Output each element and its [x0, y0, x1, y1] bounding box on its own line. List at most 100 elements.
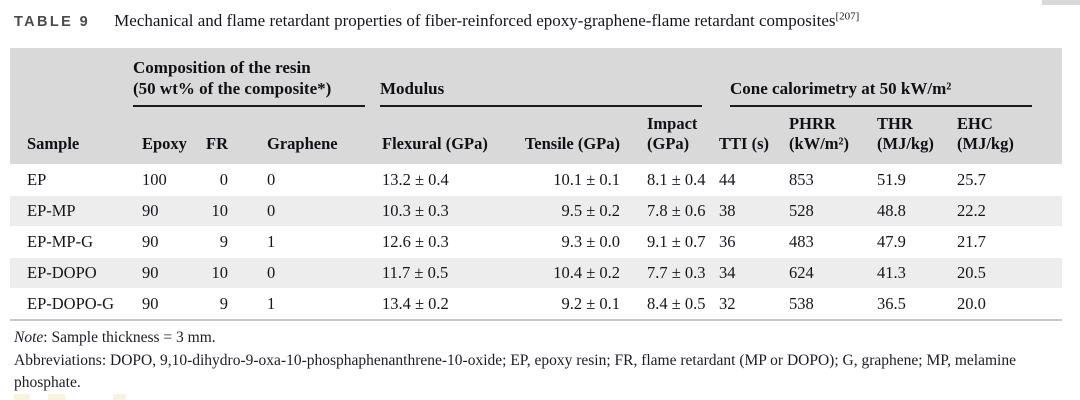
column-header-line1: THR	[877, 114, 913, 133]
note-line: Note: Sample thickness = 3 mm.	[14, 327, 1019, 349]
value-cell: 11.7 ± 0.5	[365, 257, 507, 289]
column-header-line2: TTI (s)	[719, 134, 769, 153]
value-cell: 51.9	[860, 164, 941, 196]
cropped-element-bottom-2	[48, 394, 65, 400]
table-row: EP-MP 90 10 0 10.3 ± 0.3 9.5 ± 0.2 7.8 ± 0.6 38…	[10, 195, 1063, 227]
value-cell: 25.7	[940, 164, 1063, 196]
value-cell: 13.2 ± 0.4	[365, 164, 507, 196]
value-cell: 12.6 ± 0.3	[365, 226, 507, 258]
column-header: Graphene	[250, 107, 365, 165]
table-row: EP 100 0 0 13.2 ± 0.4 10.1 ± 0.1 8.1 ± 0.4 44 85…	[10, 164, 1063, 196]
table-body: EP 100 0 0 13.2 ± 0.4 10.1 ± 0.1 8.1 ± 0.4 44 85…	[10, 164, 1063, 321]
value-cell: 1	[250, 226, 365, 258]
sample-name-cell: EP-DOPO	[10, 257, 125, 289]
column-header-line1: EHC	[957, 114, 993, 133]
value-cell: 100	[125, 164, 195, 196]
value-cell: 44	[702, 164, 773, 196]
value-cell: 36	[702, 226, 773, 258]
column-header: FR	[195, 107, 250, 165]
group-header-modulus: Modulus	[365, 48, 703, 107]
column-header: EHC (MJ/kg)	[940, 107, 1063, 165]
group-modulus-label: Modulus	[380, 79, 445, 98]
column-header-line2: (MJ/kg)	[877, 134, 934, 153]
caption-text: Mechanical and flame retardant propertie…	[114, 11, 859, 31]
value-cell: 22.2	[940, 195, 1063, 227]
column-header-line1: Impact	[647, 114, 698, 133]
sample-name-cell: EP-DOPO-G	[10, 288, 125, 321]
value-cell: 21.7	[940, 226, 1063, 258]
value-cell: 0	[250, 257, 365, 289]
cropped-element-bottom-3	[113, 394, 126, 400]
value-cell: 13.4 ± 0.2	[365, 288, 507, 321]
column-header: PHRR (kW/m²)	[772, 107, 861, 165]
column-header: THR (MJ/kg)	[860, 107, 941, 165]
cropped-element-bottom-1	[14, 394, 30, 400]
column-header-line2: Sample	[27, 134, 80, 153]
column-header: Tensile (GPa)	[507, 107, 630, 165]
value-cell: 38	[702, 195, 773, 227]
group-header-spacer	[10, 48, 125, 107]
value-cell: 9	[195, 288, 250, 321]
value-cell: 34	[702, 257, 773, 289]
value-cell: 538	[772, 288, 861, 321]
composites-properties-table: Composition of the resin (50 wt% of the …	[10, 48, 1063, 321]
table-row: EP-DOPO-G 90 9 1 13.4 ± 0.2 9.2 ± 0.1 8.4 ± 0.…	[10, 288, 1063, 321]
value-cell: 9.2 ± 0.1	[507, 288, 630, 321]
sample-name-cell: EP-MP	[10, 195, 125, 227]
value-cell: 7.7 ± 0.3	[630, 257, 706, 289]
value-cell: 90	[125, 195, 195, 227]
column-header: Impact (GPa)	[630, 107, 703, 165]
caption-citation: [207]	[835, 10, 860, 23]
value-cell: 10.1 ± 0.1	[507, 164, 630, 196]
abbreviations-line: Abbreviations: DOPO, 9,10-dihydro-9-oxa-…	[14, 352, 1016, 391]
value-cell: 90	[125, 257, 195, 289]
cropped-element-top-right	[1042, 0, 1080, 5]
value-cell: 10.3 ± 0.3	[365, 195, 507, 227]
table-row: EP-MP-G 90 9 1 12.6 ± 0.3 9.3 ± 0.0 9.1 ± 0.7 3…	[10, 226, 1063, 258]
note-label: Note	[14, 329, 44, 346]
value-cell: 0	[250, 164, 365, 196]
sample-name-cell: EP-MP-G	[10, 226, 125, 258]
group-cone-label: Cone calorimetry at 50 kW/m²	[730, 79, 952, 98]
column-header-line2: (GPa)	[647, 134, 690, 153]
value-cell: 1	[250, 288, 365, 321]
table-notes: Note: Sample thickness = 3 mm. Abbreviat…	[14, 327, 1019, 394]
value-cell: 10.4 ± 0.2	[507, 257, 630, 289]
value-cell: 32	[702, 288, 773, 321]
column-header: Flexural (GPa)	[365, 107, 507, 165]
value-cell: 90	[125, 288, 195, 321]
group-header-composition: Composition of the resin (50 wt% of the …	[125, 48, 365, 107]
column-group-header-row: Composition of the resin (50 wt% of the …	[10, 48, 1063, 107]
value-cell: 8.4 ± 0.5	[630, 288, 706, 321]
note-text: : Sample thickness = 3 mm.	[43, 329, 216, 346]
group-composition-line1: Composition of the resin	[133, 58, 311, 77]
column-header-line2: Graphene	[267, 134, 338, 153]
value-cell: 10	[195, 195, 250, 227]
value-cell: 8.1 ± 0.4	[630, 164, 706, 196]
value-cell: 9	[195, 226, 250, 258]
value-cell: 624	[772, 257, 861, 289]
value-cell: 528	[772, 195, 861, 227]
column-header-row: Sample Epoxy FR Graphene Flexural (GPa) Tensi…	[10, 107, 1063, 165]
column-header-line2: Epoxy	[142, 134, 187, 153]
column-header: Epoxy	[125, 107, 195, 165]
group-header-cone-calorimetry: Cone calorimetry at 50 kW/m²	[702, 48, 1063, 107]
value-cell: 41.3	[860, 257, 941, 289]
column-header-line1: PHRR	[789, 114, 836, 133]
column-header: Sample	[10, 107, 125, 165]
sample-name-cell: EP	[10, 164, 125, 196]
value-cell: 90	[125, 226, 195, 258]
column-header-line2: Tensile (GPa)	[524, 134, 620, 153]
column-header: TTI (s)	[702, 107, 773, 165]
table-row: EP-DOPO 90 10 0 11.7 ± 0.5 10.4 ± 0.2 7.7 ± 0.…	[10, 257, 1063, 289]
value-cell: 10	[195, 257, 250, 289]
group-composition-line2: (50 wt% of the composite*)	[133, 79, 332, 98]
column-header-line2: (kW/m²)	[789, 134, 849, 153]
value-cell: 9.5 ± 0.2	[507, 195, 630, 227]
column-header-line2: FR	[206, 134, 228, 153]
value-cell: 7.8 ± 0.6	[630, 195, 706, 227]
column-header-line2: (MJ/kg)	[957, 134, 1014, 153]
value-cell: 20.0	[940, 288, 1063, 321]
table-number-label: TABLE 9	[14, 14, 91, 30]
value-cell: 36.5	[860, 288, 941, 321]
